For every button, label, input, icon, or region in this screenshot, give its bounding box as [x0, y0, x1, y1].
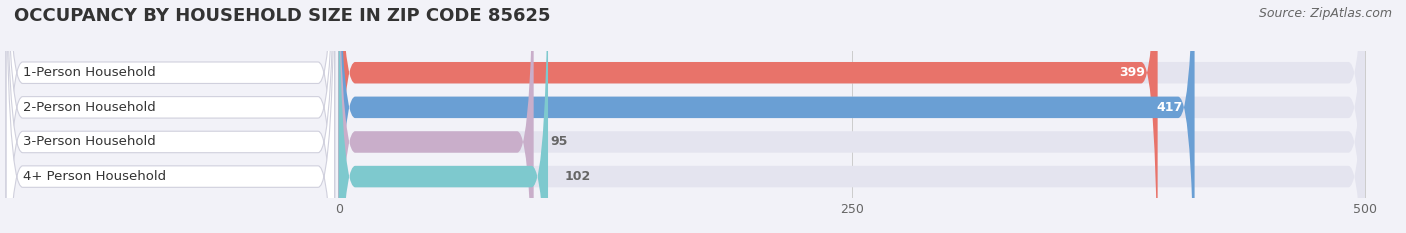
Text: 4+ Person Household: 4+ Person Household [22, 170, 166, 183]
FancyBboxPatch shape [339, 0, 1365, 233]
Text: 2-Person Household: 2-Person Household [22, 101, 155, 114]
FancyBboxPatch shape [339, 0, 534, 233]
FancyBboxPatch shape [6, 0, 335, 233]
FancyBboxPatch shape [339, 0, 1157, 233]
Text: 1-Person Household: 1-Person Household [22, 66, 155, 79]
Text: OCCUPANCY BY HOUSEHOLD SIZE IN ZIP CODE 85625: OCCUPANCY BY HOUSEHOLD SIZE IN ZIP CODE … [14, 7, 551, 25]
Text: 3-Person Household: 3-Person Household [22, 135, 155, 148]
FancyBboxPatch shape [6, 0, 335, 233]
FancyBboxPatch shape [339, 0, 1365, 233]
FancyBboxPatch shape [6, 0, 335, 233]
Text: Source: ZipAtlas.com: Source: ZipAtlas.com [1258, 7, 1392, 20]
FancyBboxPatch shape [339, 0, 1195, 233]
Text: 95: 95 [550, 135, 568, 148]
FancyBboxPatch shape [339, 0, 548, 233]
Text: 399: 399 [1119, 66, 1146, 79]
Text: 102: 102 [564, 170, 591, 183]
FancyBboxPatch shape [339, 0, 1365, 233]
FancyBboxPatch shape [6, 0, 335, 233]
FancyBboxPatch shape [339, 0, 1365, 233]
Text: 417: 417 [1156, 101, 1182, 114]
